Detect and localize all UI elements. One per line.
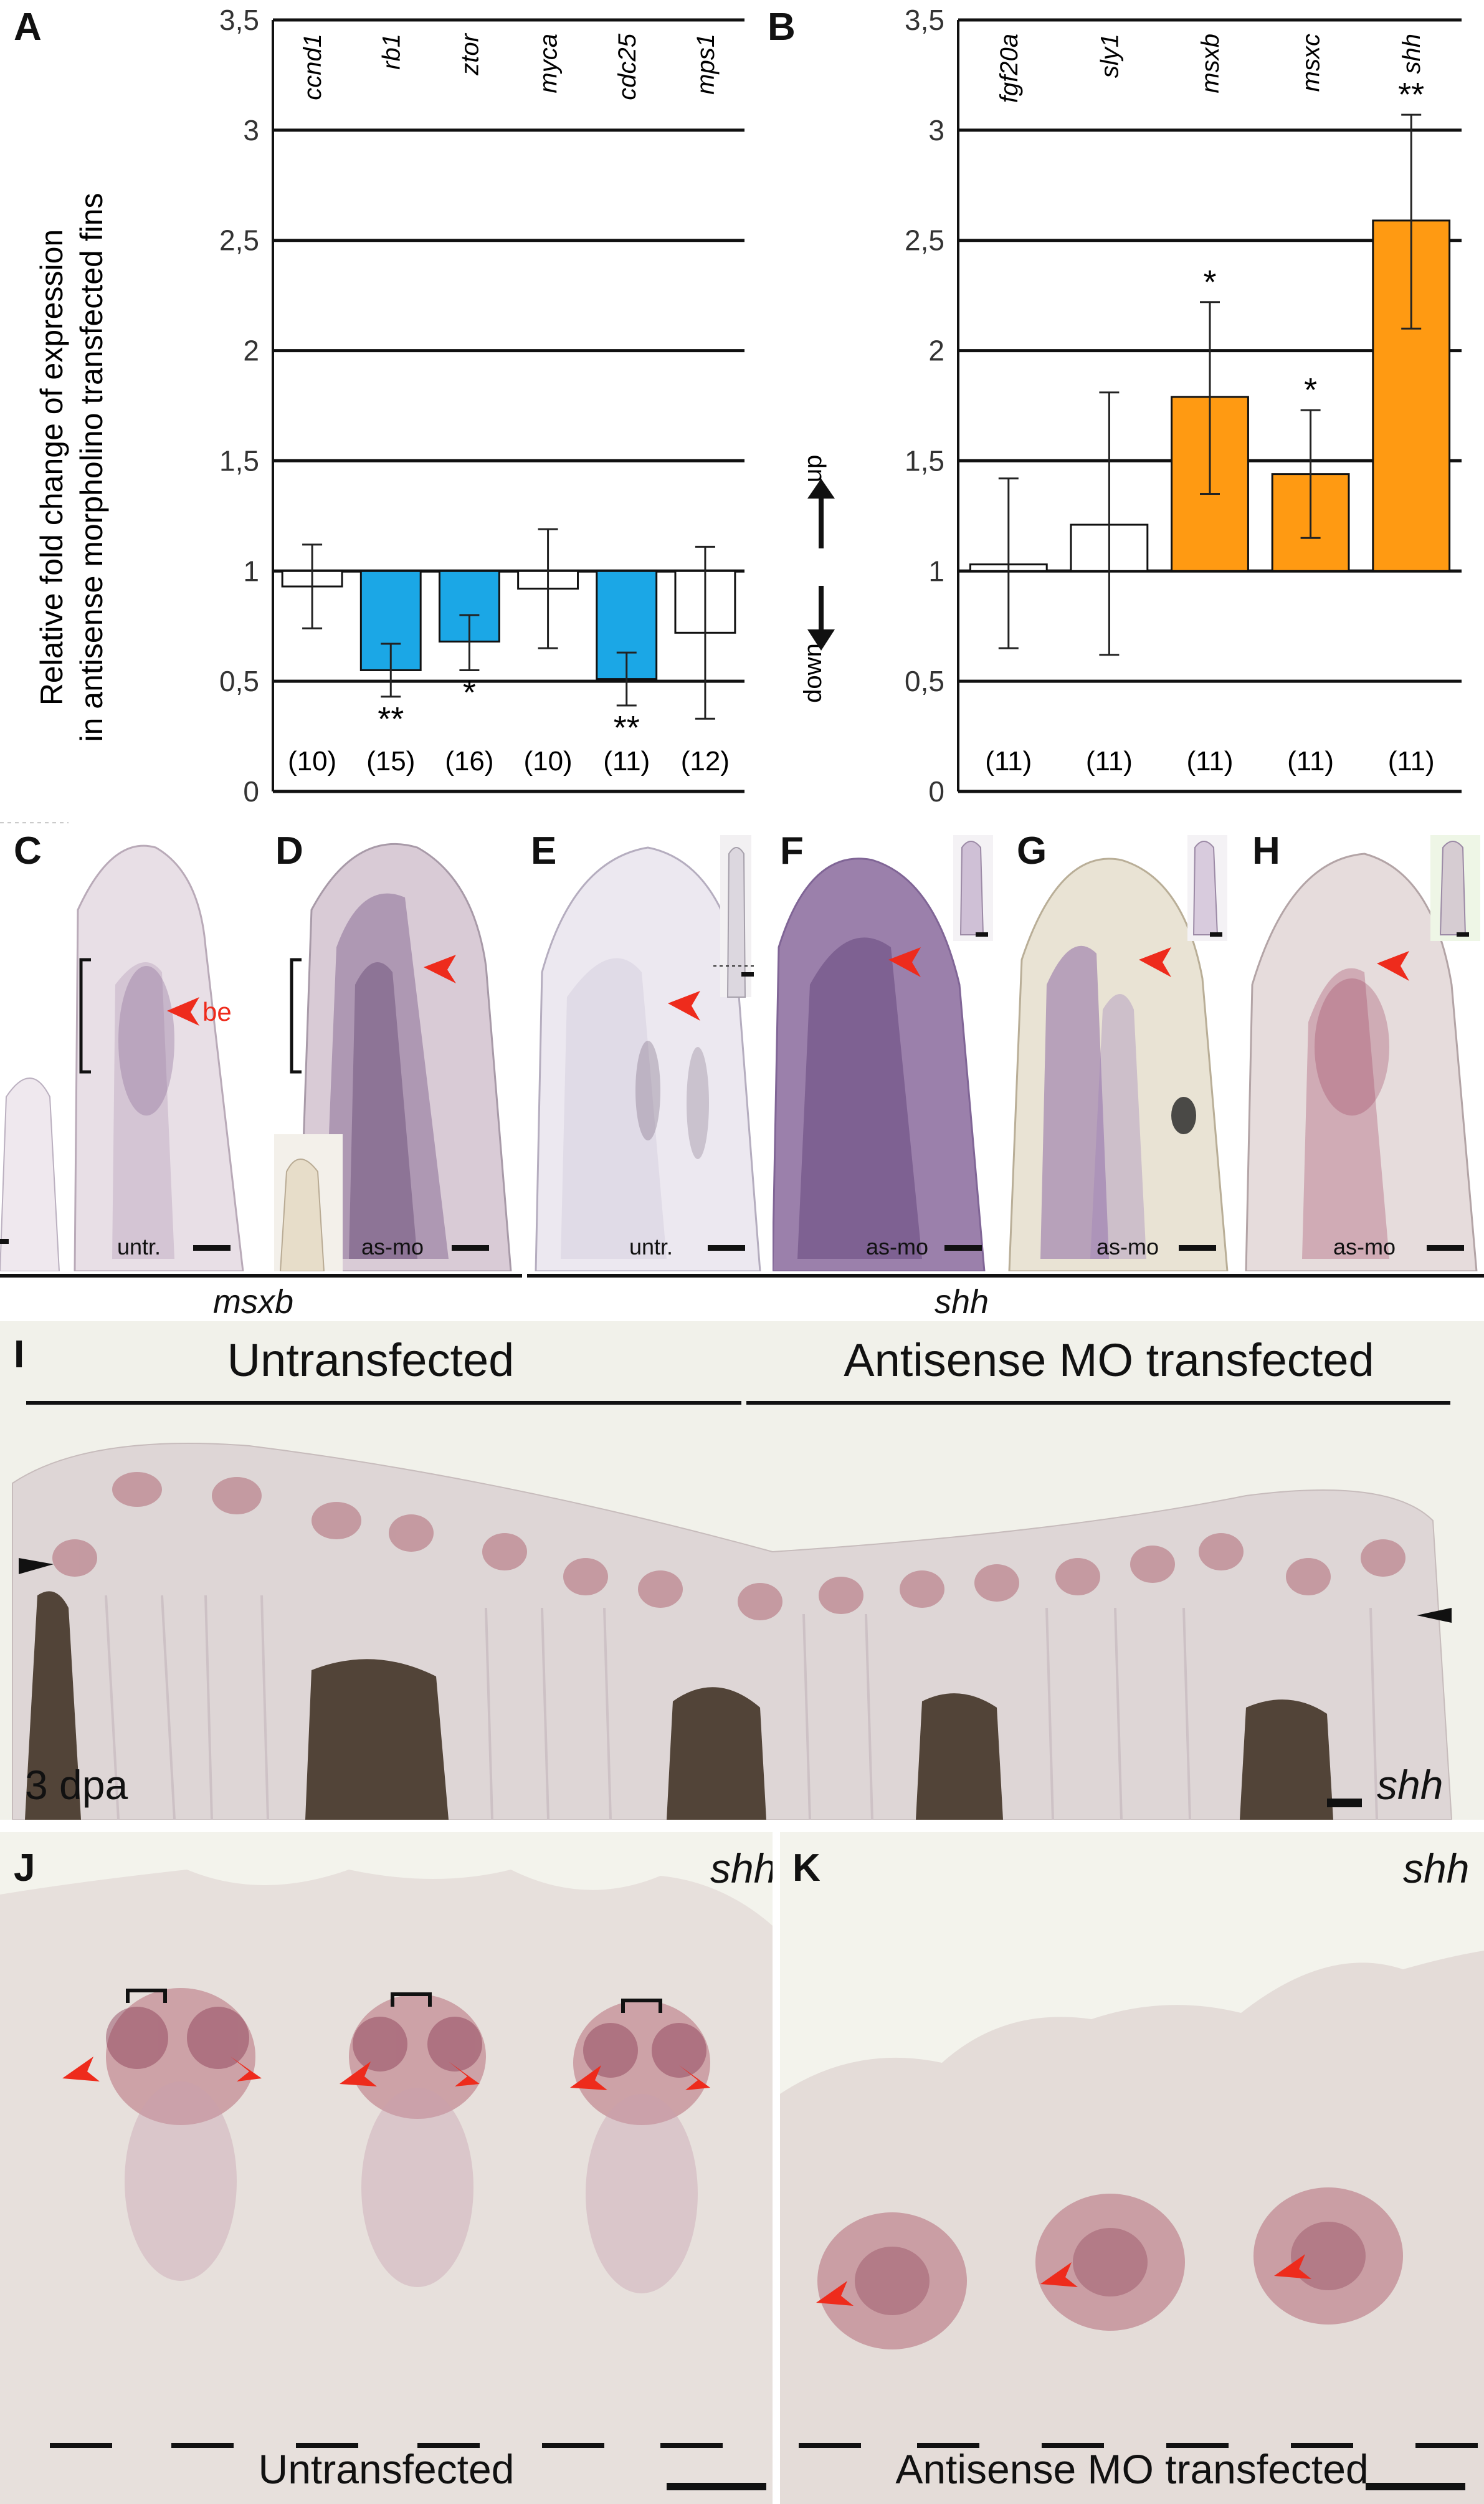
y-tick-label-0: 0	[928, 775, 944, 808]
chart-a: 0 0,5 1 1,5 2 2,5 3 3,5 ccnd1 (10) rb1 ** (15) ztor * (…	[219, 4, 744, 808]
micrograph-c: be untr.	[0, 823, 262, 1271]
y-axis-label-line2: in antisense morpholino transfected fins	[74, 193, 109, 742]
panel-i-left-line	[26, 1401, 741, 1405]
significance-msxc: *	[1304, 371, 1317, 409]
y-tick-label-4: 2	[243, 335, 259, 367]
y-tick-label-2: 1	[243, 555, 259, 587]
y-tick-label-5: 2,5	[905, 224, 944, 257]
y-tick-label-3: 1,5	[219, 444, 259, 477]
panel-letter-h: H	[1252, 829, 1280, 872]
micrograph-d-label: as-mo	[361, 1234, 424, 1259]
category-label-ztor: ztor	[456, 32, 483, 75]
micrograph-c-label: untr.	[117, 1234, 161, 1259]
category-label-msxb: msxb	[1197, 34, 1224, 93]
micrograph-c-be-label: be	[202, 997, 232, 1026]
n-label-cdc25: (11)	[603, 746, 650, 777]
direction-down-label: down	[799, 643, 827, 703]
panel-k-caption: Antisense MO transfected	[895, 2446, 1369, 2492]
panel-i-right-group-label: Antisense MO transfected	[844, 1334, 1374, 1386]
n-label-myca: (10)	[523, 746, 572, 777]
panel-letter-f: F	[780, 829, 804, 872]
y-tick-label-6: 3	[928, 114, 944, 146]
shh-group-line	[527, 1274, 1484, 1278]
y-tick-label-5: 2,5	[219, 224, 259, 257]
y-tick-label-3: 1,5	[905, 444, 944, 477]
msxb-group-line	[0, 1274, 522, 1278]
panel-letter-i: I	[14, 1333, 25, 1376]
y-tick-label-6: 3	[243, 114, 259, 146]
category-label-shh: shh	[1398, 34, 1425, 74]
category-label-fgf20a: fgf20a	[996, 34, 1023, 103]
y-axis-label-line1: Relative fold change of expression	[34, 229, 69, 705]
n-label-mps1: (12)	[681, 746, 730, 777]
category-label-ccnd1: ccnd1	[299, 34, 326, 100]
panel-letter-a: A	[14, 6, 42, 49]
category-label-rb1: rb1	[378, 34, 405, 70]
panel-letter-e: E	[531, 829, 557, 872]
n-label-fgf20a: (11)	[985, 746, 1032, 777]
panel-i-gene-label: shh	[1377, 1762, 1444, 1808]
micrograph-e: untr.	[523, 823, 773, 1271]
panel-letter-g: G	[1017, 829, 1047, 872]
panel-i-time-label: 3 dpa	[25, 1762, 128, 1808]
micrograph-f-label: as-mo	[866, 1234, 929, 1259]
panel-letter-k: K	[792, 1847, 820, 1890]
gene-label-shh: shh	[935, 1283, 989, 1321]
micrograph-g: as-mo	[997, 823, 1240, 1271]
micrograph-h-label: as-mo	[1333, 1234, 1396, 1259]
significance-cdc25: **	[614, 709, 640, 747]
significance-msxb: *	[1203, 264, 1216, 301]
n-label-rb1: (15)	[366, 746, 415, 777]
y-tick-label-7: 3,5	[219, 4, 259, 36]
category-label-msxc: msxc	[1298, 34, 1325, 92]
micrograph-d: as-mo	[262, 823, 523, 1271]
micrograph-h: as-mo	[1240, 823, 1484, 1271]
n-label-sly1: (11)	[1086, 746, 1133, 777]
chart-b: 0 0,5 1 1,5 2 2,5 3 3,5 fgf20a (11) sly1 (11) msxb * (…	[905, 4, 1462, 808]
n-label-msxc: (11)	[1287, 746, 1334, 777]
panel-j-gene-label: shh	[710, 1845, 773, 1891]
y-tick-label-1: 0,5	[219, 665, 259, 697]
panel-j-caption: Untransfected	[258, 2446, 515, 2492]
direction-up-label: up	[799, 455, 827, 483]
n-label-ztor: (16)	[445, 746, 493, 777]
chart-svg: Relative fold change of expression in an…	[34, 4, 1462, 808]
n-label-shh: (11)	[1388, 746, 1435, 777]
micrograph-g-label: as-mo	[1096, 1234, 1159, 1259]
panel-k-gene-label: shh	[1403, 1845, 1470, 1891]
category-label-myca: myca	[535, 34, 563, 93]
y-tick-label-1: 0,5	[905, 665, 944, 697]
panel-letter-b: B	[768, 6, 796, 49]
panel-letter-j: J	[14, 1847, 36, 1890]
y-tick-label-7: 3,5	[905, 4, 944, 36]
significance-rb1: **	[378, 700, 404, 738]
panel-k-image: Antisense MO transfected shh	[780, 1832, 1484, 2504]
category-label-sly1: sly1	[1096, 34, 1123, 78]
n-label-ccnd1: (10)	[288, 746, 336, 777]
micrograph-f: as-mo	[773, 823, 997, 1271]
panel-i-right-line	[746, 1401, 1450, 1405]
significance-ztor: *	[463, 674, 476, 711]
y-tick-label-0: 0	[243, 775, 259, 808]
gene-label-msxb: msxb	[213, 1283, 294, 1321]
category-label-mps1: mps1	[692, 34, 720, 95]
panel-i-left-group-label: Untransfected	[227, 1334, 515, 1386]
y-tick-label-4: 2	[928, 335, 944, 367]
direction-indicator: up down	[799, 455, 835, 703]
panel-i-image	[12, 1443, 1453, 1820]
significance-shh: **	[1398, 76, 1424, 113]
n-label-msxb: (11)	[1187, 746, 1234, 777]
panel-letter-c: C	[14, 829, 42, 872]
micrograph-e-label: untr.	[629, 1234, 673, 1259]
category-label-cdc25: cdc25	[614, 33, 641, 100]
y-tick-label-2: 1	[928, 555, 944, 587]
panel-letter-d: D	[275, 829, 303, 872]
panel-j-image: Untransfected shh	[0, 1832, 773, 2504]
y-axis-label: Relative fold change of expression in an…	[34, 193, 109, 742]
